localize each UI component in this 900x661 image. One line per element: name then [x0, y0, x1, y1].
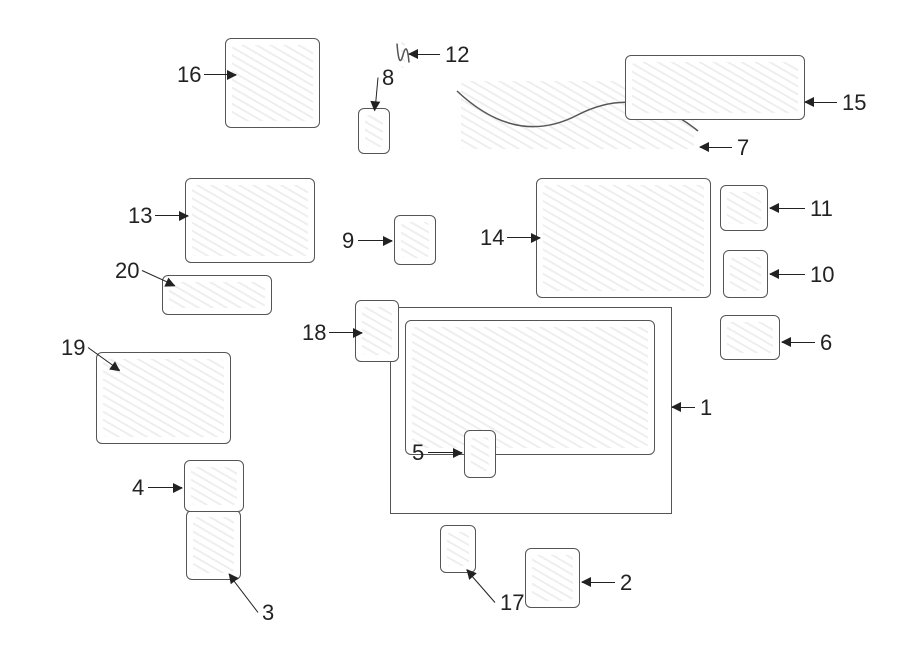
part-8: [358, 108, 390, 154]
callout-arrow-20: [142, 270, 175, 286]
part-6: [720, 315, 780, 360]
callout-label-18: 18: [302, 320, 326, 346]
callout-label-10: 10: [810, 262, 834, 288]
callout-label-9: 9: [342, 228, 354, 254]
callout-arrow-17: [467, 570, 496, 603]
callout-label-14: 14: [480, 225, 504, 251]
callout-arrow-10: [770, 274, 805, 275]
callout-label-8: 8: [382, 65, 394, 91]
callout-label-7: 7: [737, 135, 749, 161]
callout-label-3: 3: [262, 600, 274, 626]
part-1: [405, 320, 655, 455]
callout-arrow-18: [329, 332, 362, 333]
parts-diagram: 1234567891011121314151617181920: [0, 0, 900, 661]
callout-arrow-16: [204, 74, 236, 75]
part-20: [162, 275, 272, 315]
callout-label-19: 19: [61, 335, 85, 361]
callout-arrow-12: [409, 54, 440, 55]
part-5: [464, 430, 496, 478]
part-14: [536, 178, 711, 298]
callout-arrow-7: [700, 147, 732, 148]
callout-arrow-8: [375, 77, 379, 110]
callout-arrow-11: [770, 208, 805, 209]
callout-label-12: 12: [445, 42, 469, 68]
callout-label-11: 11: [810, 196, 833, 222]
callout-arrow-1: [672, 407, 695, 408]
callout-arrow-6: [782, 342, 815, 343]
callout-arrow-14: [507, 237, 540, 238]
callout-label-1: 1: [700, 395, 712, 421]
callout-arrow-13: [155, 215, 188, 216]
callout-arrow-15: [805, 102, 837, 103]
callout-label-16: 16: [177, 62, 201, 88]
part-13: [185, 178, 315, 263]
callout-label-2: 2: [620, 570, 632, 596]
part-9: [394, 215, 436, 265]
callout-arrow-9: [358, 240, 392, 241]
part-11: [720, 185, 768, 231]
part-16: [225, 38, 320, 128]
part-4: [184, 460, 244, 512]
callout-label-4: 4: [132, 475, 144, 501]
callout-label-20: 20: [115, 258, 139, 284]
part-15: [625, 55, 805, 120]
callout-label-5: 5: [412, 440, 424, 466]
callout-arrow-5: [428, 452, 462, 453]
callout-label-15: 15: [842, 90, 866, 116]
callout-label-6: 6: [820, 330, 832, 356]
callout-arrow-4: [148, 487, 182, 488]
callout-label-13: 13: [128, 203, 152, 229]
callout-arrow-3: [229, 574, 259, 613]
part-2: [525, 548, 580, 608]
part-10: [723, 250, 768, 298]
callout-arrow-2: [582, 582, 615, 583]
callout-label-17: 17: [500, 590, 524, 616]
